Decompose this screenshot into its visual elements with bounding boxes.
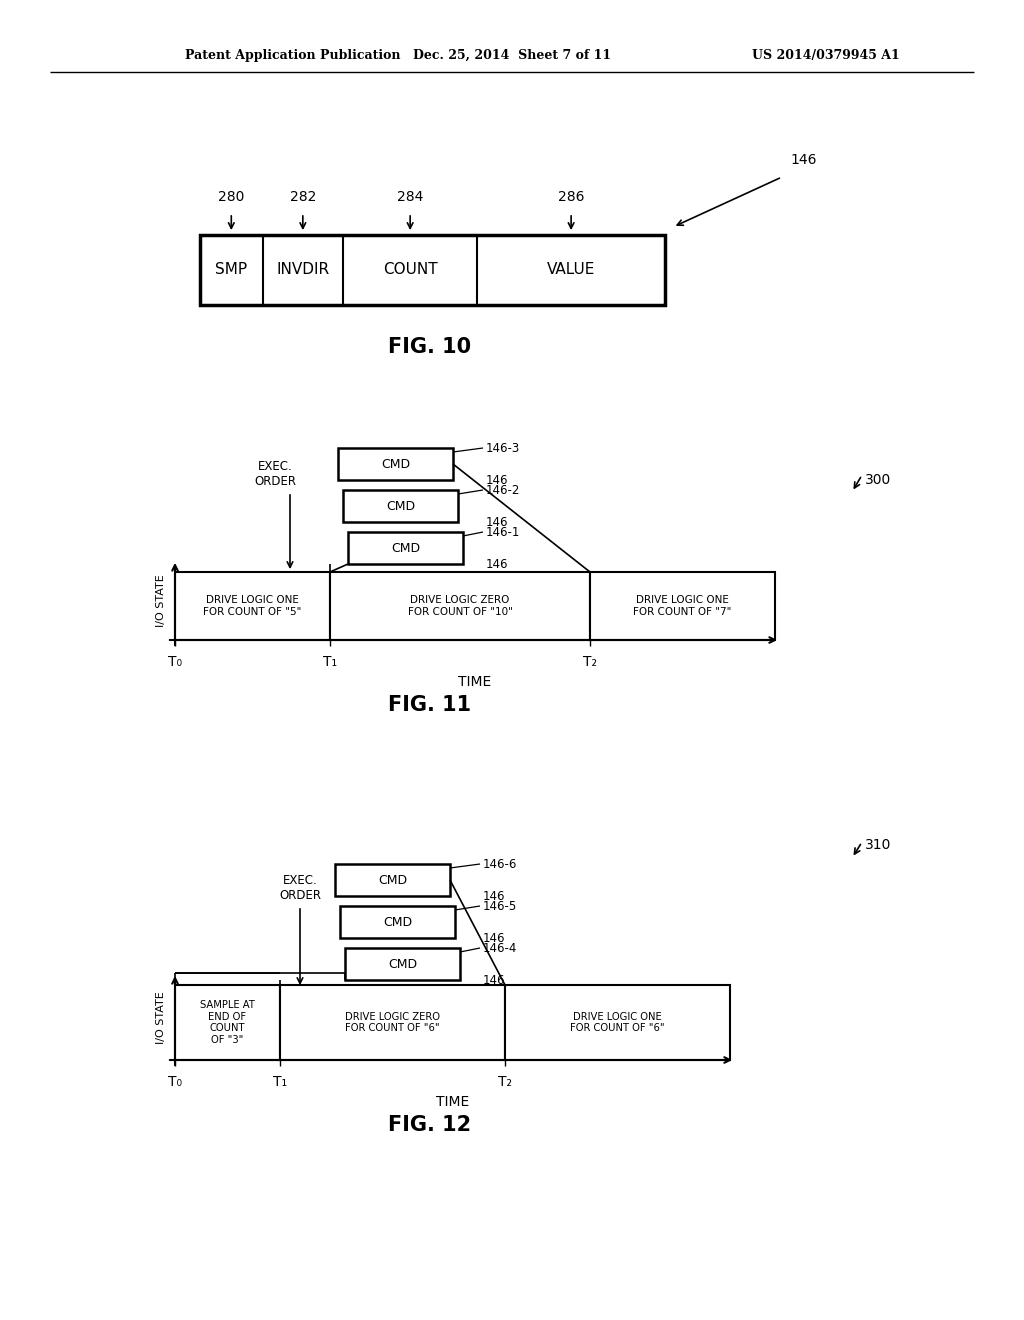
- Text: 280: 280: [218, 190, 245, 205]
- Bar: [175, 985, 280, 1060]
- Text: SAMPLE AT
END OF
COUNT
OF "3": SAMPLE AT END OF COUNT OF "3": [200, 1001, 255, 1045]
- Text: 286: 286: [558, 190, 585, 205]
- Text: SMP: SMP: [215, 263, 248, 277]
- Text: 146: 146: [483, 932, 506, 945]
- Text: VALUE: VALUE: [547, 263, 595, 277]
- Bar: [335, 865, 450, 896]
- Text: 146: 146: [486, 516, 509, 528]
- Text: 146: 146: [483, 974, 506, 986]
- Text: 282: 282: [290, 190, 316, 205]
- Text: I/O STATE: I/O STATE: [156, 574, 166, 627]
- Bar: [505, 985, 730, 1060]
- Text: 146-1: 146-1: [486, 525, 520, 539]
- Text: DRIVE LOGIC ONE
FOR COUNT OF "5": DRIVE LOGIC ONE FOR COUNT OF "5": [204, 595, 302, 616]
- Text: DRIVE LOGIC ZERO
FOR COUNT OF "6": DRIVE LOGIC ZERO FOR COUNT OF "6": [345, 1011, 440, 1034]
- Text: INVDIR: INVDIR: [276, 263, 330, 277]
- Text: COUNT: COUNT: [383, 263, 437, 277]
- Text: 310: 310: [865, 838, 891, 851]
- Text: 146-3: 146-3: [486, 441, 520, 454]
- Text: T₂: T₂: [583, 655, 597, 669]
- Text: FIG. 11: FIG. 11: [388, 696, 472, 715]
- Text: 146-4: 146-4: [483, 941, 517, 954]
- Text: 146: 146: [486, 557, 509, 570]
- Text: DRIVE LOGIC ZERO
FOR COUNT OF "10": DRIVE LOGIC ZERO FOR COUNT OF "10": [408, 595, 512, 616]
- Text: CMD: CMD: [391, 541, 420, 554]
- Text: 146-6: 146-6: [483, 858, 517, 870]
- Text: TIME: TIME: [436, 1096, 469, 1109]
- Text: T₁: T₁: [273, 1074, 287, 1089]
- Text: 146-5: 146-5: [483, 899, 517, 912]
- Text: I/O STATE: I/O STATE: [156, 991, 166, 1044]
- Text: 146: 146: [486, 474, 509, 487]
- Bar: [330, 572, 590, 640]
- Bar: [345, 948, 460, 979]
- Text: Patent Application Publication: Patent Application Publication: [185, 49, 400, 62]
- Text: US 2014/0379945 A1: US 2014/0379945 A1: [753, 49, 900, 62]
- Bar: [348, 532, 463, 564]
- Bar: [338, 447, 453, 480]
- Bar: [590, 572, 775, 640]
- Text: 300: 300: [865, 473, 891, 487]
- Text: 146: 146: [790, 153, 816, 168]
- Text: TIME: TIME: [459, 675, 492, 689]
- Text: DRIVE LOGIC ONE
FOR COUNT OF "7": DRIVE LOGIC ONE FOR COUNT OF "7": [633, 595, 732, 616]
- Text: CMD: CMD: [381, 458, 410, 470]
- Bar: [343, 490, 458, 521]
- Text: EXEC.
ORDER: EXEC. ORDER: [279, 874, 321, 902]
- Text: CMD: CMD: [386, 499, 415, 512]
- Bar: [280, 985, 505, 1060]
- Text: DRIVE LOGIC ONE
FOR COUNT OF "6": DRIVE LOGIC ONE FOR COUNT OF "6": [570, 1011, 665, 1034]
- Bar: [340, 906, 455, 939]
- Text: T₀: T₀: [168, 1074, 182, 1089]
- Text: T₀: T₀: [168, 655, 182, 669]
- Bar: [175, 572, 330, 640]
- Text: CMD: CMD: [378, 874, 408, 887]
- Text: Dec. 25, 2014  Sheet 7 of 11: Dec. 25, 2014 Sheet 7 of 11: [413, 49, 611, 62]
- Text: CMD: CMD: [383, 916, 412, 928]
- Text: 284: 284: [397, 190, 423, 205]
- Text: FIG. 12: FIG. 12: [388, 1115, 472, 1135]
- Text: T₂: T₂: [498, 1074, 512, 1089]
- Text: T₁: T₁: [323, 655, 337, 669]
- Text: 146-2: 146-2: [486, 483, 520, 496]
- Text: FIG. 10: FIG. 10: [388, 337, 472, 356]
- Text: 146: 146: [483, 890, 506, 903]
- Text: EXEC.
ORDER: EXEC. ORDER: [254, 459, 296, 488]
- Text: CMD: CMD: [388, 957, 417, 970]
- Bar: [200, 235, 665, 305]
